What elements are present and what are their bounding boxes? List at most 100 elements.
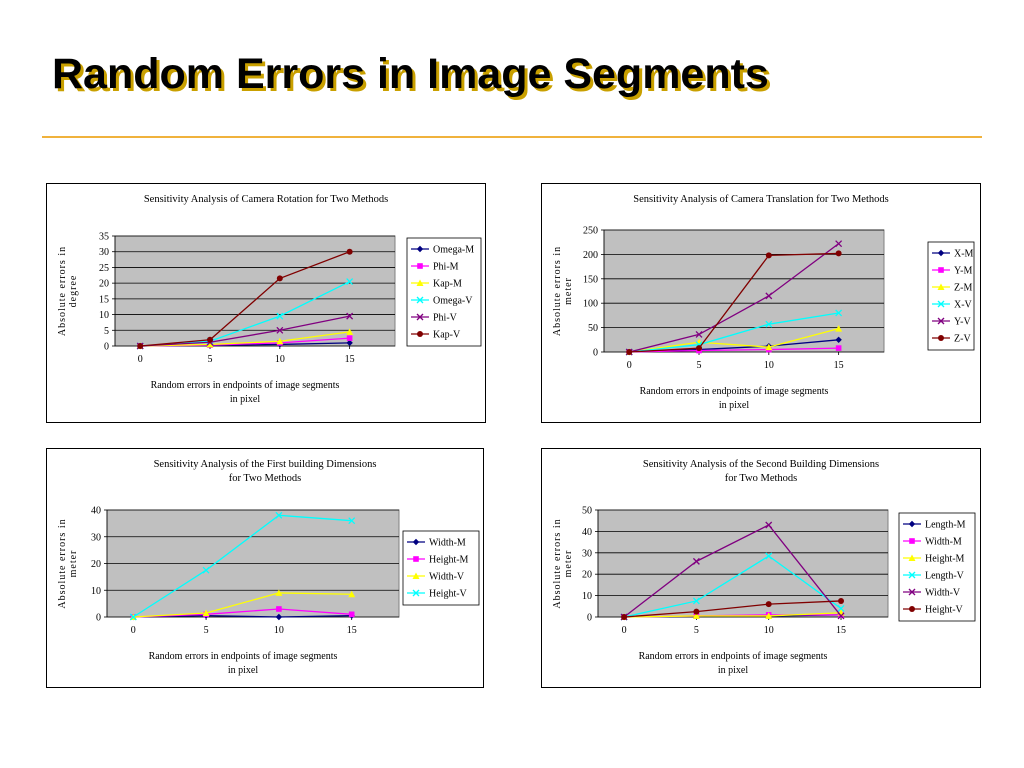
x-tick-label: 5	[208, 354, 213, 365]
data-point	[276, 275, 283, 282]
slide-title: Random Errors in Image Segments	[52, 50, 769, 98]
series-line	[629, 327, 839, 353]
y-tick-label: 20	[99, 279, 109, 290]
y-tick-label: 50	[588, 323, 598, 334]
legend-item: Kap-M	[411, 279, 462, 290]
data-point	[275, 589, 283, 596]
y-tick-label: 0	[96, 613, 101, 624]
y-tick-label: 30	[91, 532, 101, 543]
series-line	[133, 608, 352, 618]
data-point	[206, 340, 214, 348]
legend-marker	[416, 279, 424, 286]
legend-item: Kap-V	[411, 330, 461, 341]
y-axis-label-line: meter	[563, 550, 574, 578]
y-tick-label: 0	[587, 613, 592, 624]
data-point	[837, 612, 845, 620]
data-point	[346, 278, 354, 286]
legend-marker	[413, 556, 419, 562]
legend-item: Width-M	[903, 537, 962, 548]
series-width-v	[129, 589, 356, 620]
series-line	[132, 514, 352, 618]
legend-marker	[908, 588, 916, 596]
y-tick-label: 30	[582, 548, 592, 559]
x-tick-label: 15	[345, 354, 355, 365]
legend-marker	[416, 296, 424, 304]
y-tick-label: 250	[583, 226, 598, 237]
x-tick-label: 5	[204, 625, 209, 636]
plot-area	[603, 229, 885, 353]
legend-label: Height-M	[429, 555, 469, 566]
x-axis-label-line: in pixel	[719, 400, 749, 411]
legend-marker	[417, 263, 423, 269]
data-point	[202, 609, 210, 616]
x-tick-label: 5	[697, 360, 702, 371]
data-point	[137, 343, 144, 349]
legend-marker	[938, 335, 944, 341]
legend-item: Height-M	[903, 554, 965, 565]
legend-item: Height-M	[407, 555, 469, 566]
y-axis-label-line: Absolute errors in	[552, 246, 563, 336]
legend-item: X-M	[932, 249, 974, 260]
y-tick-label: 40	[91, 506, 101, 517]
legend-marker	[938, 267, 944, 273]
chart-panel-second-building: Sensitivity Analysis of the Second Build…	[541, 448, 981, 688]
y-axis-label-line: meter	[563, 277, 574, 305]
legend-item: Y-M	[932, 266, 972, 277]
legend-item: Width-V	[407, 572, 465, 583]
data-point	[765, 292, 773, 300]
legend-item: Width-M	[407, 538, 466, 549]
legend-label: Width-V	[429, 572, 465, 583]
legend-item: Omega-V	[411, 296, 473, 307]
y-axis-label-line: Absolute errors in	[552, 518, 563, 608]
data-point	[621, 614, 628, 620]
y-tick-label: 200	[583, 250, 598, 261]
y-axis-label-line: Absolute errors in	[57, 246, 68, 336]
y-tick-label: 0	[104, 342, 109, 353]
x-tick-label: 0	[131, 625, 136, 636]
chart-panel-rotation: Sensitivity Analysis of Camera Rotation …	[46, 183, 486, 423]
legend-marker	[937, 300, 945, 308]
y-axis-label-line: meter	[68, 550, 79, 578]
legend-label: X-M	[954, 249, 974, 260]
legend-label: Width-M	[429, 538, 466, 549]
legend-item: Z-M	[932, 283, 972, 294]
data-point	[348, 611, 355, 618]
legend-label: Height-V	[429, 589, 468, 600]
chart-title-line: Sensitivity Analysis of Camera Translati…	[633, 194, 888, 205]
data-point	[692, 597, 700, 605]
legend-marker	[412, 572, 420, 579]
legend-label: X-V	[954, 300, 973, 311]
legend-label: Y-M	[954, 266, 972, 277]
y-tick-label: 30	[99, 247, 109, 258]
data-point	[346, 335, 353, 341]
x-axis-label-line: in pixel	[228, 665, 258, 676]
data-point	[626, 349, 633, 355]
series-height-v	[129, 511, 356, 621]
data-point	[348, 517, 356, 525]
series-line	[140, 251, 350, 347]
legend-box	[898, 512, 976, 622]
legend-marker	[909, 606, 915, 612]
title-rule	[42, 136, 982, 138]
chart-panel-translation: Sensitivity Analysis of Camera Translati…	[541, 183, 981, 423]
x-tick-label: 15	[347, 625, 357, 636]
series-line	[629, 347, 839, 353]
series-line	[133, 592, 352, 618]
data-point	[276, 312, 284, 320]
x-tick-label: 5	[694, 625, 699, 636]
series-line	[623, 524, 842, 618]
y-tick-label: 5	[104, 326, 109, 337]
chart-title-line: Sensitivity Analysis of the First buildi…	[154, 459, 377, 470]
data-point	[835, 336, 842, 343]
legend-label: Height-M	[925, 554, 965, 565]
legend-item: Phi-M	[411, 262, 459, 273]
legend-marker	[909, 538, 915, 544]
legend-label: Y-V	[954, 317, 971, 328]
chart-panel-first-building: Sensitivity Analysis of the First buildi…	[46, 448, 484, 688]
data-point	[835, 250, 842, 257]
legend-label: Width-V	[925, 588, 961, 599]
legend-item: Length-V	[903, 571, 965, 582]
legend-label: Omega-M	[433, 245, 474, 256]
x-tick-label: 15	[834, 360, 844, 371]
legend-label: Width-M	[925, 537, 962, 548]
